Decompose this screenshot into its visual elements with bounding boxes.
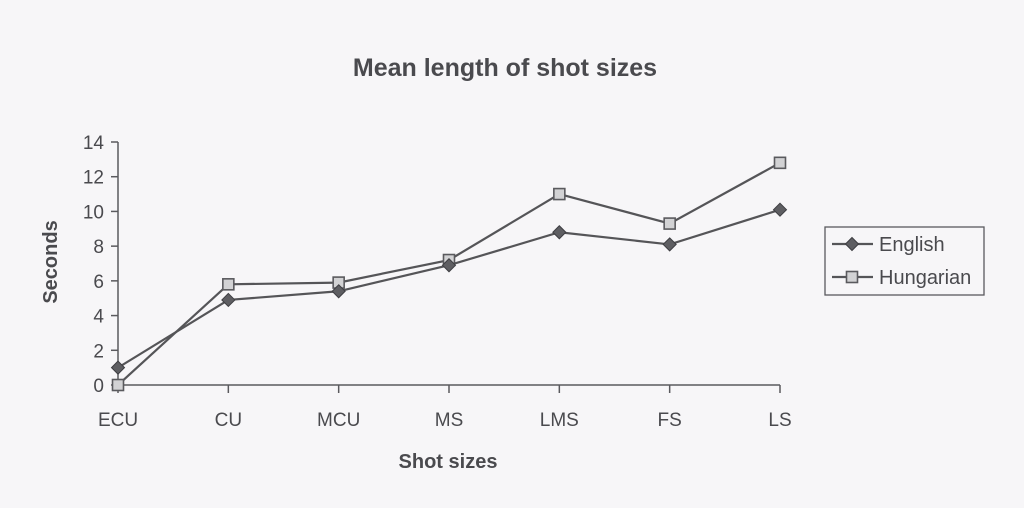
legend-marker-hungarian <box>845 270 859 284</box>
x-tick-label: LMS <box>540 410 579 431</box>
x-tick-label: MS <box>435 410 464 431</box>
series-english <box>110 202 788 375</box>
y-axis: 0 2 4 6 8 10 12 14 <box>83 133 119 397</box>
point-hungarian <box>663 217 676 230</box>
series-line-english <box>117 208 781 369</box>
point-english <box>772 202 788 217</box>
point-english <box>221 292 236 308</box>
x-tick-label: LS <box>768 410 791 431</box>
y-tick-label: 2 <box>93 341 104 362</box>
point-hungarian <box>773 156 787 170</box>
legend: English Hungarian <box>824 226 985 296</box>
series-hungarian <box>111 156 787 392</box>
legend-label-hungarian: Hungarian <box>879 267 971 289</box>
legend-marker-english <box>844 236 860 252</box>
point-hungarian <box>111 378 125 392</box>
point-english <box>441 258 457 273</box>
legend-item-hungarian: Hungarian <box>832 267 971 289</box>
y-tick-label: 10 <box>83 202 104 223</box>
point-hungarian <box>222 278 235 291</box>
x-tick-label: ECU <box>98 410 138 431</box>
y-tick-label: 4 <box>93 307 104 328</box>
y-tick-label: 12 <box>83 168 104 189</box>
x-tick-label: FS <box>658 410 682 431</box>
x-axis: ECU CU MCU MS LMS FS LS <box>98 384 792 431</box>
point-hungarian <box>553 187 566 201</box>
y-tick-label: 6 <box>93 272 104 293</box>
point-english <box>662 237 677 252</box>
legend-label-english: English <box>879 234 945 256</box>
y-tick-label: 8 <box>93 237 104 258</box>
point-english <box>331 284 346 299</box>
series-layer <box>110 156 788 392</box>
y-tick-label: 14 <box>83 133 105 154</box>
x-tick-label: CU <box>215 410 242 431</box>
point-english <box>552 225 567 240</box>
x-axis-label: Shot sizes <box>399 451 498 473</box>
x-tick-label: MCU <box>317 410 360 431</box>
y-axis-label: Seconds <box>40 220 62 303</box>
y-tick-label: 0 <box>93 376 104 397</box>
series-line-hungarian <box>117 161 781 386</box>
chart-title: Mean length of shot sizes <box>353 54 657 82</box>
point-english <box>110 360 126 375</box>
legend-item-english: English <box>832 234 945 256</box>
